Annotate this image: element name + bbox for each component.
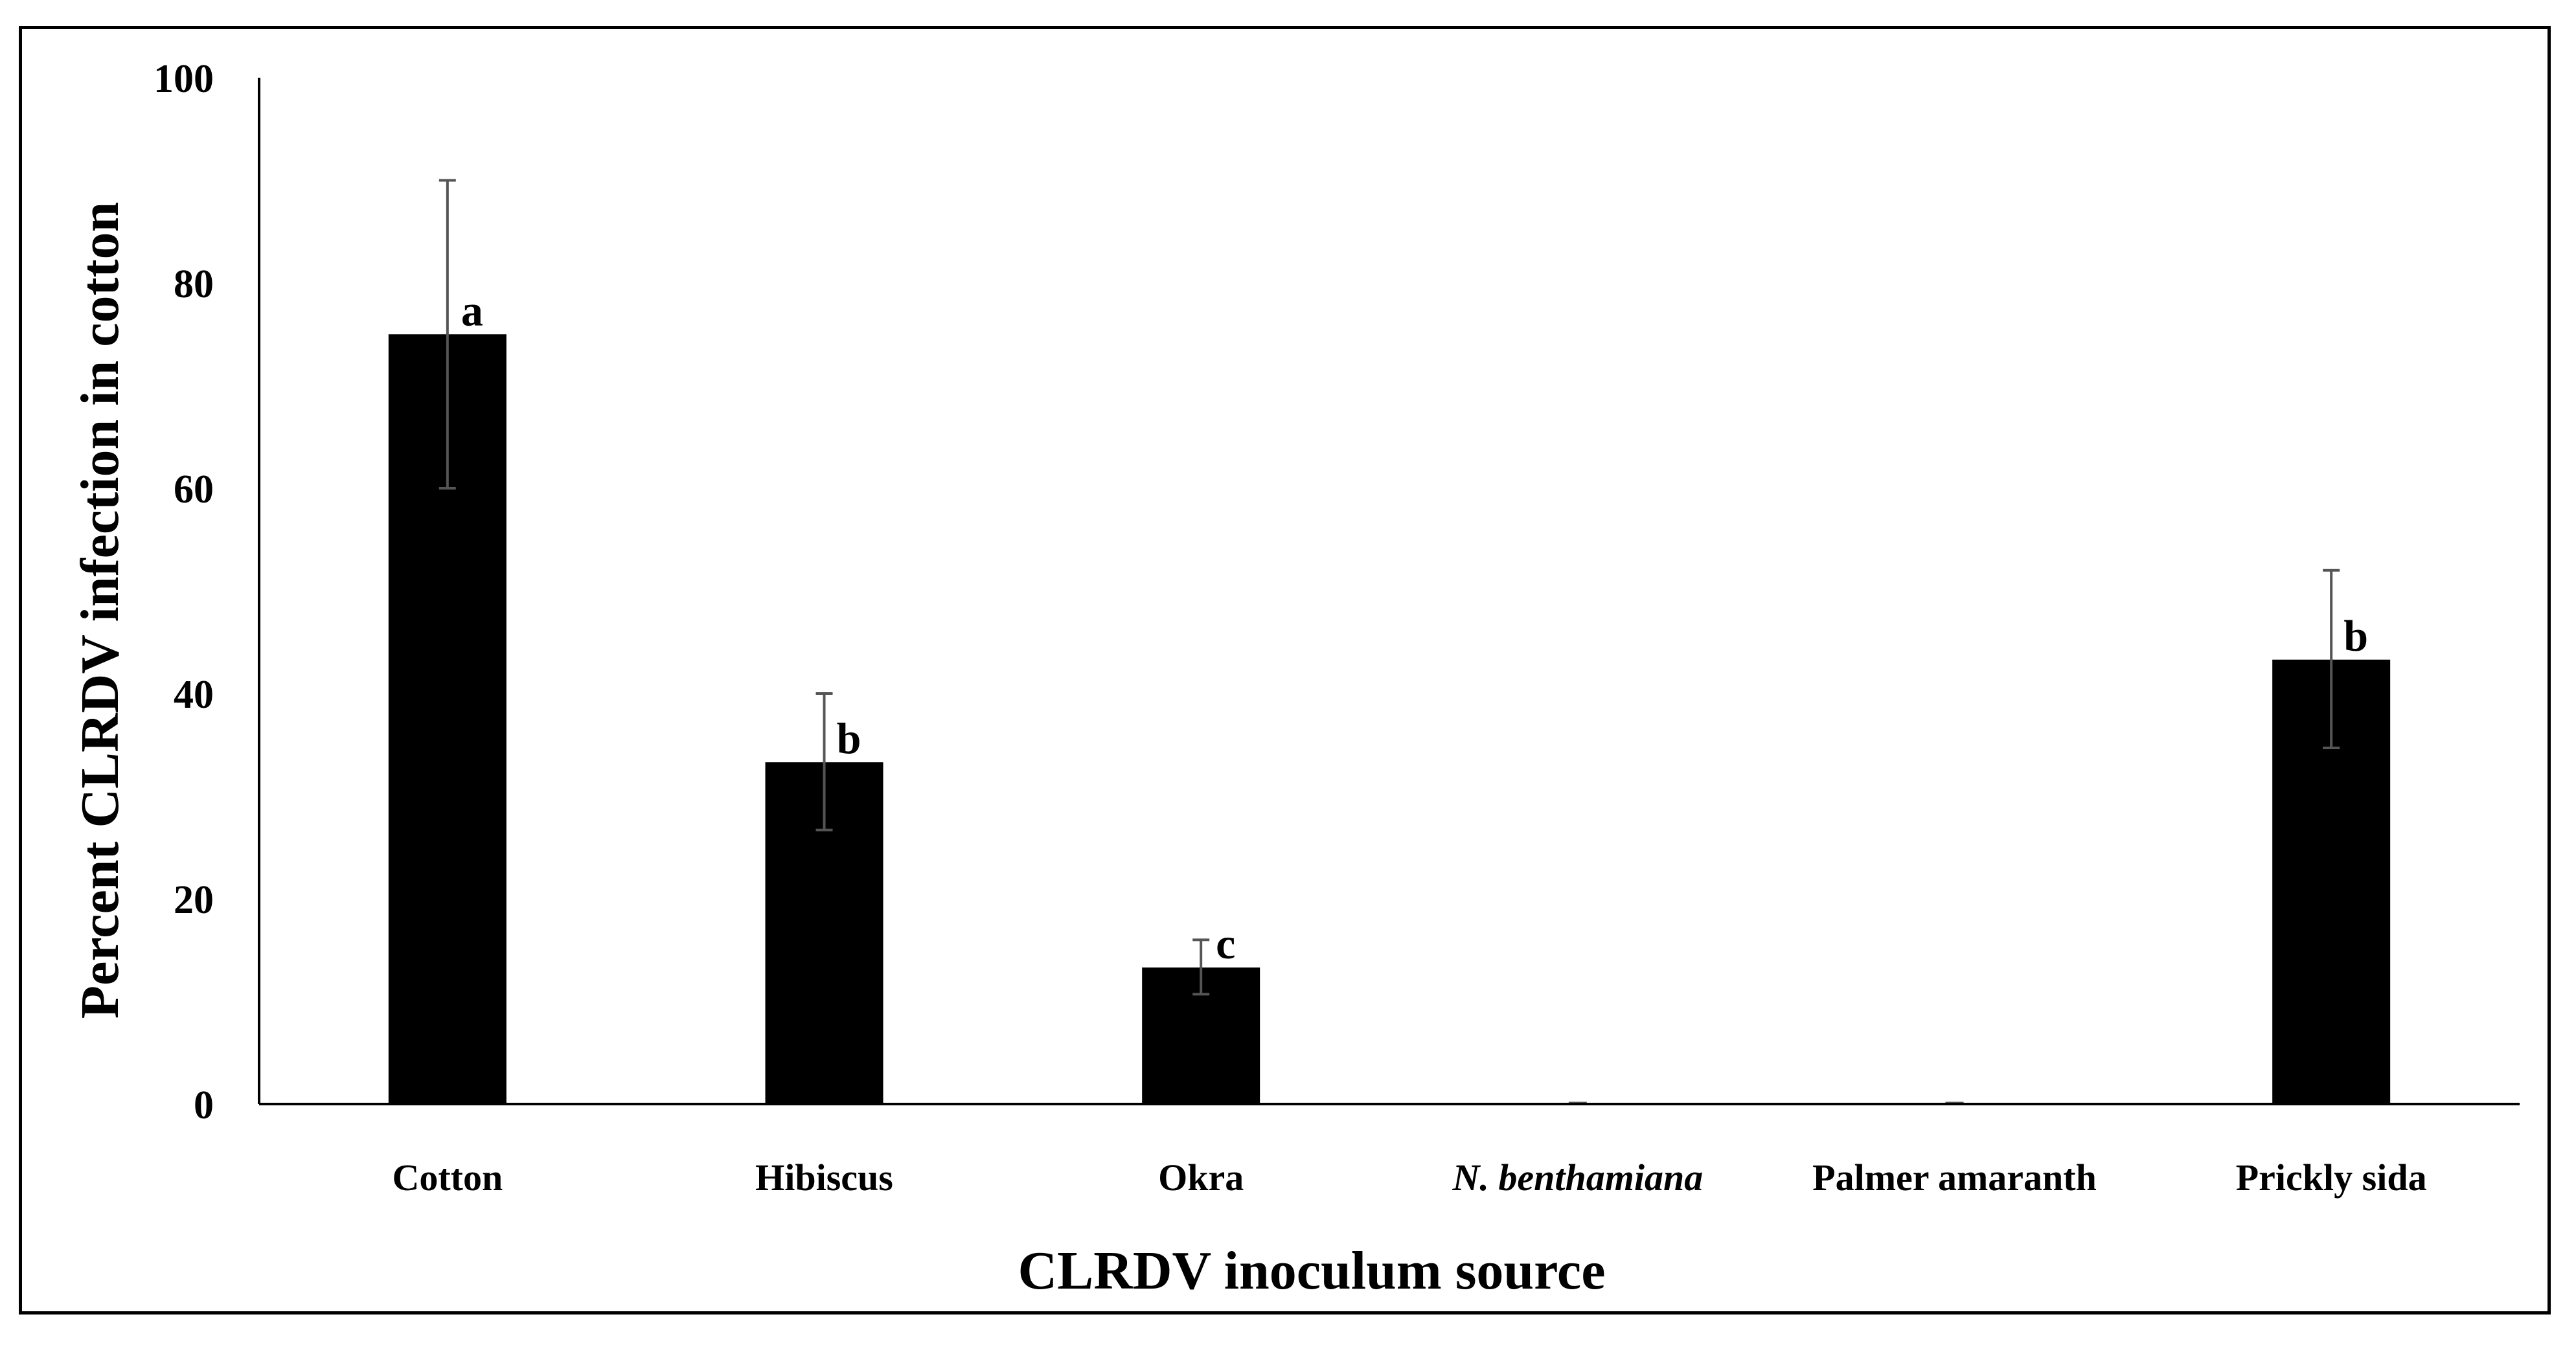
y-tick-label: 60 [174,468,214,512]
significance-letter: c [1216,919,1235,968]
x-tick-label: Okra [1158,1157,1244,1199]
y-tick-label: 80 [174,262,214,306]
x-axis-title: CLRDV inoculum source [1018,1241,1606,1301]
error-bar [815,692,833,831]
y-tick-label: 40 [174,673,214,717]
error-bar [439,179,456,490]
significance-letter: b [837,714,861,763]
y-tick-label: 20 [174,878,214,922]
x-tick-label: Hibiscus [755,1157,893,1199]
x-tick-label: Cotton [392,1157,503,1199]
significance-letter: a [461,286,483,335]
y-axis-title: Percent CLRDV infection in cotton [70,202,130,1019]
x-tick-label: N. benthamiana [1452,1157,1703,1199]
x-tick-label: Palmer amaranth [1812,1157,2097,1199]
y-tick-label: 100 [154,57,214,101]
error-bar [2323,569,2340,750]
y-tick-label: 0 [194,1083,214,1127]
significance-letter: b [2343,611,2368,660]
error-bar [1192,938,1210,996]
x-tick-label: Prickly sida [2236,1157,2427,1199]
